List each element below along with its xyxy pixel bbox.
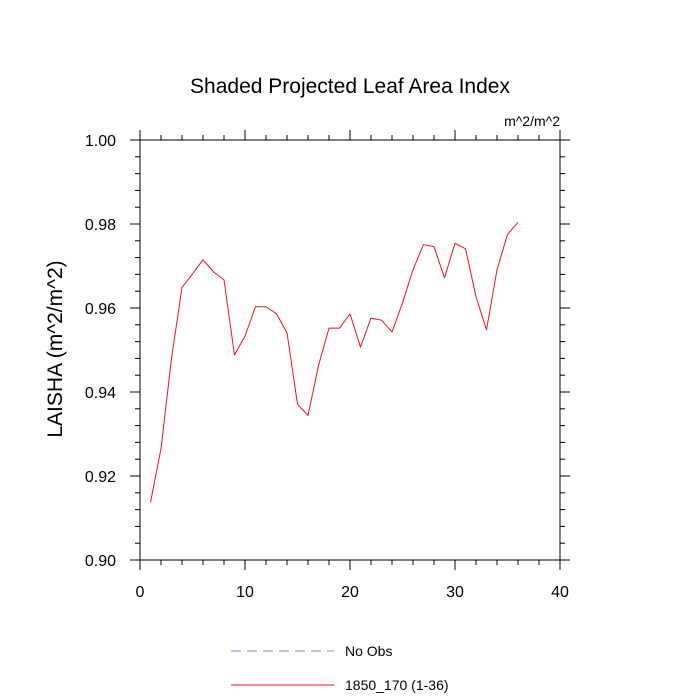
series-group [150,221,519,503]
axis-ticks [130,130,570,570]
y-tick-label: 0.96 [85,301,116,318]
y-tick-label: 0.90 [85,553,116,570]
series-line [150,221,519,503]
x-tick-label: 20 [341,584,359,601]
x-tick-label: 10 [236,584,254,601]
y-tick-labels: 0.90 0.92 0.94 0.96 0.98 1.00 [85,133,116,570]
x-tick-labels: 0 10 20 30 40 [136,584,569,601]
y-tick-label: 1.00 [85,133,116,150]
legend: No Obs 1850_170 (1-36) [231,643,449,693]
y-tick-label: 0.94 [85,385,116,402]
chart-title: Shaded Projected Leaf Area Index [190,75,510,98]
x-tick-label: 0 [136,584,145,601]
y-tick-label: 0.98 [85,217,116,234]
legend-label: No Obs [345,643,392,659]
x-tick-label: 30 [446,584,464,601]
y-axis-label: LAISHA (m^2/m^2) [44,260,67,437]
y-tick-label: 0.92 [85,469,116,486]
legend-label: 1850_170 (1-36) [345,677,449,693]
x-tick-label: 40 [551,584,569,601]
plot-frame [139,139,561,561]
units-label: m^2/m^2 [504,113,560,129]
